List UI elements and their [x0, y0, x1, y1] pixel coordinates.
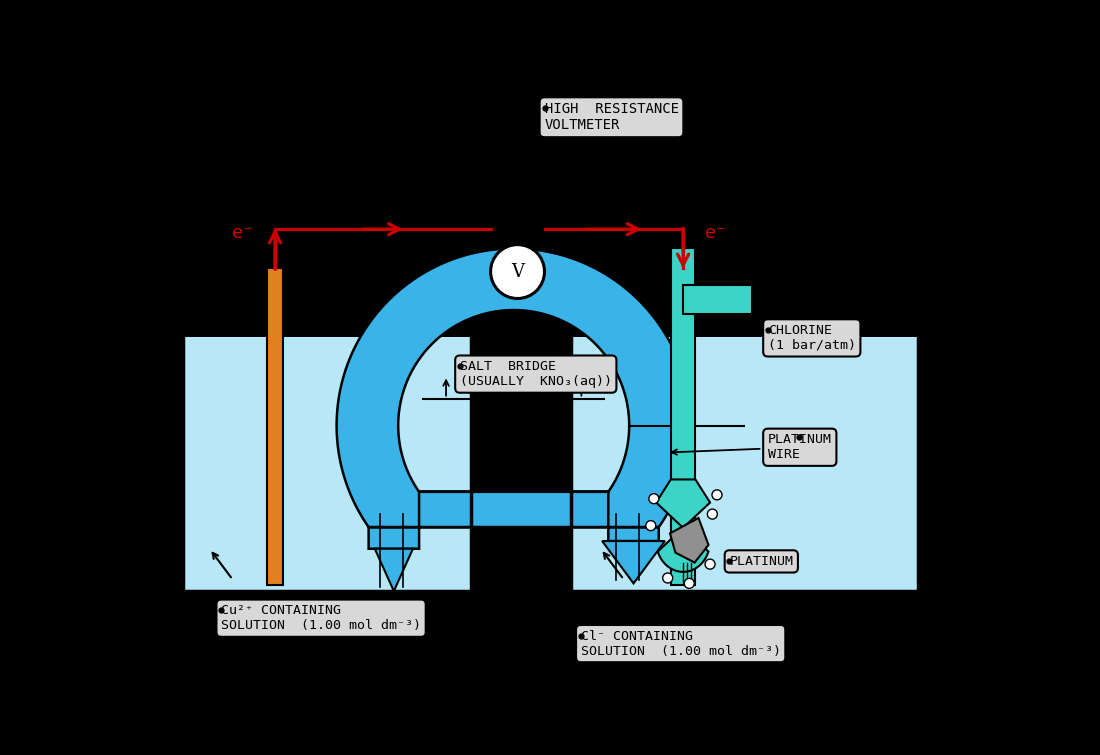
Text: e⁻: e⁻ [705, 224, 726, 242]
Text: Cu²⁺ CONTAINING
SOLUTION  (1.00 mol dm⁻³): Cu²⁺ CONTAINING SOLUTION (1.00 mol dm⁻³) [221, 604, 421, 632]
Circle shape [649, 494, 659, 504]
Bar [572, 337, 918, 591]
Polygon shape [670, 518, 708, 562]
Circle shape [662, 573, 673, 583]
Text: HIGH  RESISTANCE
VOLTMETER: HIGH RESISTANCE VOLTMETER [544, 102, 679, 132]
Bar [671, 248, 695, 585]
Circle shape [684, 578, 694, 588]
Bar [683, 285, 752, 314]
Polygon shape [656, 479, 711, 572]
Circle shape [705, 559, 715, 569]
Text: e⁻: e⁻ [232, 224, 253, 242]
Bar [266, 268, 284, 585]
Text: V: V [512, 263, 524, 281]
Text: CHLORINE
(1 bar/atm): CHLORINE (1 bar/atm) [768, 324, 856, 352]
Text: Cl⁻ CONTAINING
SOLUTION  (1.00 mol dm⁻³): Cl⁻ CONTAINING SOLUTION (1.00 mol dm⁻³) [581, 630, 781, 658]
Polygon shape [337, 248, 691, 549]
Text: SALT  BRIDGE
(USUALLY  KNO₃(aq)): SALT BRIDGE (USUALLY KNO₃(aq)) [460, 360, 612, 388]
Circle shape [491, 245, 544, 298]
Bar [183, 337, 472, 591]
Polygon shape [375, 549, 412, 591]
Circle shape [707, 509, 717, 519]
Text: PLATINUM
WIRE: PLATINUM WIRE [672, 433, 832, 461]
Polygon shape [602, 541, 664, 584]
Text: PLATINUM: PLATINUM [729, 555, 793, 568]
Circle shape [646, 521, 656, 531]
Circle shape [712, 490, 722, 500]
